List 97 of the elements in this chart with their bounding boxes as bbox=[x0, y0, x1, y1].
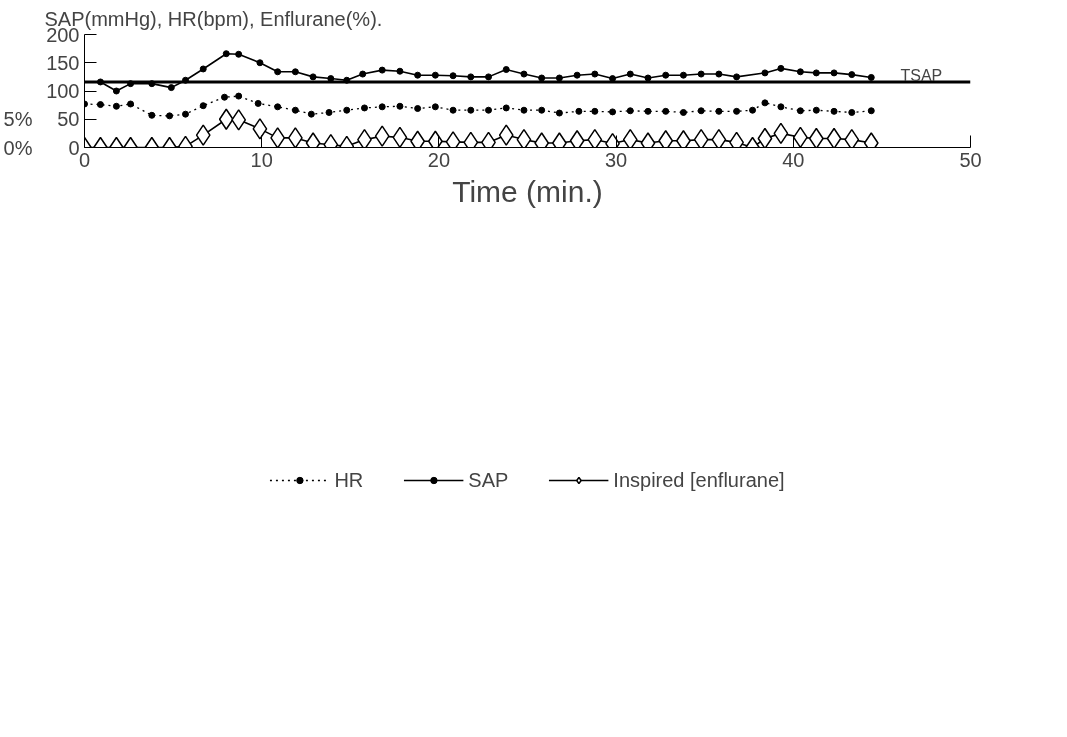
point bbox=[220, 93, 228, 101]
point bbox=[848, 108, 856, 116]
point bbox=[715, 70, 723, 78]
x-tick-label: 40 bbox=[782, 148, 805, 171]
y-tick-label: 150 bbox=[46, 51, 80, 74]
point bbox=[166, 112, 174, 120]
x-tick-label: 30 bbox=[604, 148, 628, 171]
point bbox=[626, 70, 634, 78]
point bbox=[644, 107, 652, 115]
point bbox=[307, 110, 315, 118]
point bbox=[256, 59, 264, 67]
x-tick-label: 50 bbox=[959, 148, 982, 171]
point bbox=[112, 87, 120, 95]
point bbox=[199, 65, 207, 73]
legend-label: HR bbox=[334, 468, 364, 492]
point bbox=[520, 70, 528, 78]
point bbox=[697, 107, 705, 115]
point bbox=[733, 107, 741, 115]
x-tick-label: 10 bbox=[250, 148, 273, 171]
point bbox=[182, 110, 189, 118]
point bbox=[274, 68, 282, 76]
ref-line-label: TSAP bbox=[900, 66, 943, 84]
point bbox=[679, 71, 687, 79]
point bbox=[662, 107, 670, 115]
point bbox=[867, 73, 875, 81]
x-axis-title: Time (min.) bbox=[452, 174, 603, 208]
point bbox=[626, 107, 634, 115]
point bbox=[520, 106, 528, 114]
point bbox=[235, 50, 243, 58]
point bbox=[555, 74, 563, 82]
point bbox=[112, 102, 120, 110]
point bbox=[274, 103, 282, 111]
point bbox=[609, 108, 617, 116]
point bbox=[309, 73, 317, 81]
point bbox=[167, 84, 175, 92]
point bbox=[538, 74, 546, 82]
x-tick-label: 20 bbox=[427, 148, 451, 171]
point bbox=[538, 106, 546, 114]
point bbox=[360, 104, 368, 112]
point bbox=[396, 102, 404, 110]
point bbox=[291, 106, 299, 114]
point bbox=[796, 107, 804, 115]
point bbox=[127, 100, 135, 108]
legend-label: SAP bbox=[468, 468, 509, 492]
point bbox=[222, 50, 230, 58]
point bbox=[644, 74, 652, 82]
point bbox=[199, 102, 207, 110]
point bbox=[502, 104, 510, 112]
y-tick-label: 50 bbox=[57, 108, 80, 131]
point bbox=[715, 107, 723, 115]
point bbox=[749, 106, 757, 114]
point bbox=[449, 106, 457, 114]
point bbox=[96, 101, 104, 109]
point bbox=[848, 71, 856, 79]
point bbox=[812, 69, 820, 77]
point bbox=[830, 107, 838, 115]
y-tick-label: 100 bbox=[46, 80, 80, 102]
point bbox=[662, 71, 670, 79]
point bbox=[830, 69, 838, 77]
point bbox=[485, 106, 493, 114]
point bbox=[359, 70, 367, 78]
point bbox=[867, 107, 875, 115]
point bbox=[343, 106, 351, 114]
point bbox=[378, 103, 386, 111]
point bbox=[733, 73, 741, 81]
point bbox=[378, 66, 386, 74]
point bbox=[396, 67, 404, 75]
point bbox=[761, 69, 769, 77]
point bbox=[254, 99, 262, 107]
point bbox=[555, 109, 563, 117]
legend-label: Inspired [enflurane] bbox=[613, 468, 785, 492]
point bbox=[761, 99, 769, 107]
point bbox=[235, 92, 243, 100]
point bbox=[796, 68, 804, 76]
point bbox=[777, 103, 785, 111]
point bbox=[485, 73, 493, 81]
point bbox=[414, 105, 422, 113]
point bbox=[467, 73, 475, 81]
point bbox=[431, 103, 439, 111]
point bbox=[325, 108, 333, 116]
point bbox=[148, 111, 156, 119]
point bbox=[449, 72, 457, 80]
point bbox=[812, 106, 820, 114]
point bbox=[291, 68, 299, 76]
y2-tick-label: 0% bbox=[3, 136, 33, 159]
point bbox=[591, 107, 599, 115]
point bbox=[591, 70, 599, 78]
y2-tick-label: 5% bbox=[3, 108, 33, 131]
point bbox=[573, 71, 581, 79]
point bbox=[575, 107, 583, 115]
point bbox=[679, 108, 687, 116]
point bbox=[467, 106, 475, 114]
point bbox=[777, 64, 785, 72]
point bbox=[431, 71, 439, 79]
point bbox=[502, 66, 510, 74]
point bbox=[414, 71, 422, 79]
point bbox=[697, 70, 705, 78]
